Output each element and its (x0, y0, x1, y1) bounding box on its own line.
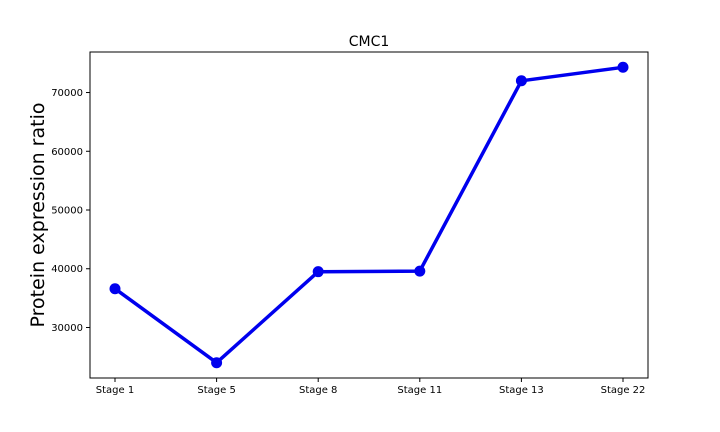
x-tick-label: Stage 11 (397, 385, 442, 396)
data-point (515, 75, 527, 87)
data-point (414, 265, 426, 277)
x-tick-label: Stage 5 (197, 385, 235, 396)
y-axis-label: Protein expression ratio (27, 103, 49, 328)
y-tick-label: 60000 (51, 147, 83, 158)
plot-frame (89, 51, 649, 379)
series-line (113, 65, 625, 365)
x-tick-label: Stage 13 (499, 385, 544, 396)
y-tick-label: 70000 (51, 88, 83, 99)
y-tick-label: 50000 (51, 206, 83, 217)
data-point (617, 61, 629, 73)
series-layer (109, 61, 629, 369)
x-tick-label: Stage 1 (96, 385, 134, 396)
x-tick-label: Stage 22 (601, 385, 646, 396)
x-axis: Stage 1 Stage 5 Stage 8 Stage 11 Stage 13 Sta… (96, 378, 646, 396)
x-tick-label: Stage 8 (299, 385, 337, 396)
chart-title: CMC1 (349, 34, 390, 50)
y-tick-label: 30000 (51, 323, 83, 334)
data-point (109, 283, 121, 295)
data-point (312, 266, 324, 278)
y-tick-label: 40000 (51, 264, 83, 275)
y-axis: 30000 40000 50000 60000 70000 (51, 88, 90, 334)
data-point (211, 357, 223, 369)
